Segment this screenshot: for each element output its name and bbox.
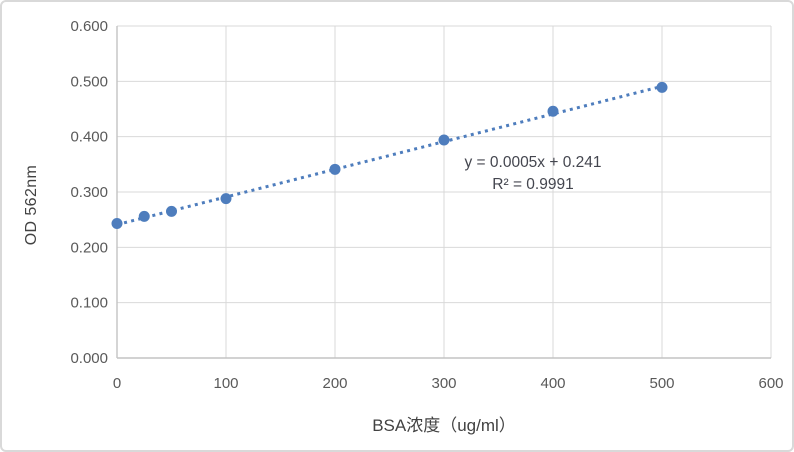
x-tick-label: 300 [431,375,456,392]
data-point [166,205,177,217]
x-tick-label: 500 [649,375,674,392]
y-tick-label: 0.600 [70,18,108,35]
data-point [656,81,668,93]
y-tick-label: 0.200 [70,239,108,256]
trendline-r-squared: R² = 0.9991 [492,176,574,193]
y-tick-label: 0.100 [70,295,108,312]
y-tick-label: 0.500 [70,73,108,90]
x-tick-label: 200 [322,375,347,392]
x-tick-label: 0 [113,375,121,392]
data-point [329,163,341,175]
data-point [547,105,559,117]
y-tick-label: 0.400 [70,129,108,146]
x-tick-label: 400 [540,375,565,392]
x-tick-label: 100 [213,375,238,392]
trendline-label: y = 0.0005x + 0.241 R² = 0.9991 [422,152,644,196]
y-axis-title: OD 562nm [23,164,40,246]
trendline-equation: y = 0.0005x + 0.241 [464,154,602,171]
data-point [438,134,450,146]
x-axis-title: BSA浓度（ug/ml） [372,416,516,435]
y-tick-label: 0.000 [70,350,108,367]
data-point [220,193,232,205]
data-point [111,218,123,230]
y-tick-label: 0.300 [70,184,108,201]
data-point [138,210,150,222]
x-tick-label: 600 [758,375,783,392]
trendline [116,84,663,227]
